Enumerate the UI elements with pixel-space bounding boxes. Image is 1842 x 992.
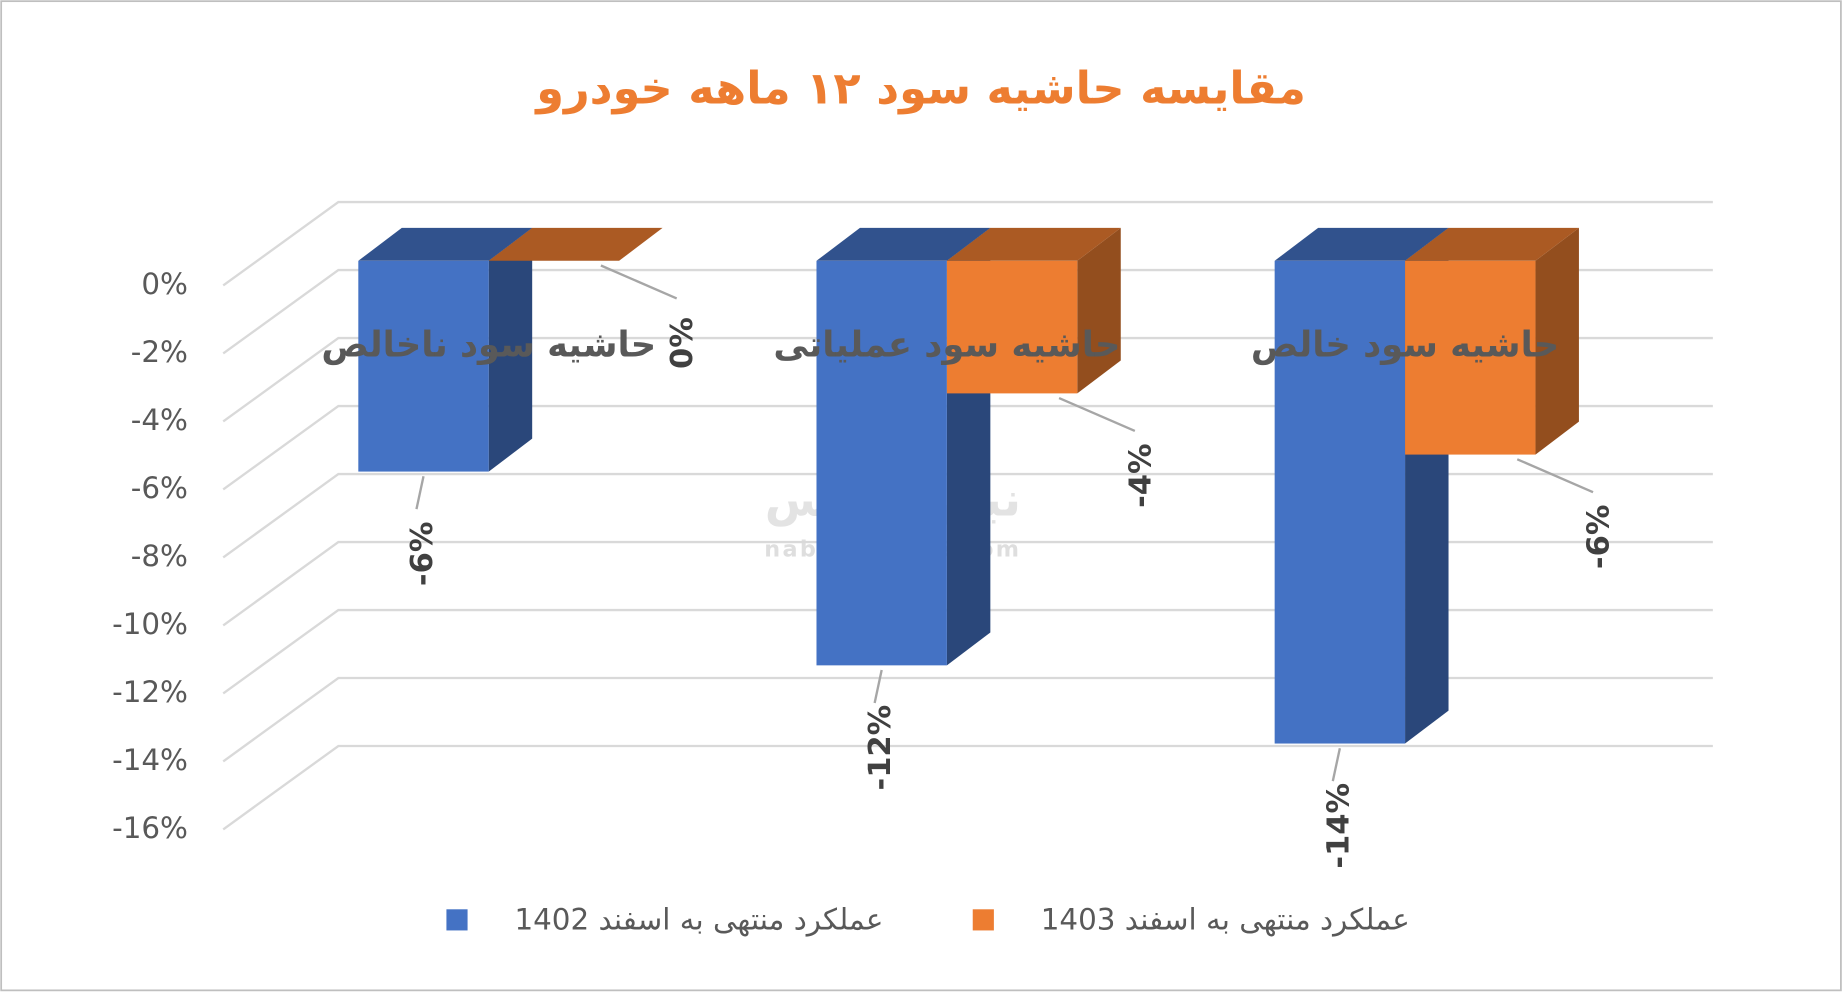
bar-top [358, 227, 533, 261]
y-tick-label: -2% [131, 335, 188, 369]
grid-line [222, 472, 1713, 559]
bar-top [946, 227, 1121, 261]
leader-line [600, 264, 678, 300]
grid-line [222, 676, 1713, 763]
x-tick-label: حاشیه سود ناخالص [321, 325, 656, 366]
legend-label: عملکرد منتهی به اسفند 1403 [1041, 903, 1410, 937]
y-tick-label: -16% [112, 811, 188, 845]
bar-front [1274, 260, 1406, 744]
bar-side [488, 227, 533, 472]
grid-line [222, 200, 1713, 287]
legend-label: عملکرد منتهی به اسفند 1402 [514, 903, 883, 937]
bar [1405, 227, 1579, 455]
chart-title: مقایسه حاشیه سود ۱۲ ماهه خودرو [534, 63, 1306, 115]
leader-line [415, 476, 425, 510]
grid-line [222, 540, 1713, 627]
y-tick-label: -4% [131, 403, 188, 437]
data-label: -4% [1123, 443, 1158, 508]
bar-side [1077, 227, 1121, 394]
y-tick-label: -8% [131, 539, 188, 573]
bar-top [1405, 227, 1579, 261]
bar-front [816, 260, 947, 666]
bar-front [1405, 260, 1536, 455]
grid-line [222, 744, 1713, 831]
bars [358, 227, 1579, 744]
bar-top [1274, 227, 1449, 261]
x-tick-label: حاشیه سود عملیاتی [773, 325, 1120, 366]
grid-line [222, 268, 1713, 355]
data-label: -6% [405, 522, 440, 587]
bar-top [816, 227, 991, 261]
y-tick-label: -10% [112, 607, 188, 641]
x-tick-label: حاشیه سود خالص [1251, 325, 1559, 366]
y-tick-label: -14% [112, 743, 188, 777]
y-tick-label: -6% [131, 471, 188, 505]
grid-line [222, 404, 1713, 491]
grid-line [222, 336, 1713, 423]
leader-line [873, 669, 883, 704]
data-label: -6% [1582, 505, 1617, 570]
bar-front [946, 260, 1078, 394]
bar [358, 227, 533, 472]
data-label: 0% [665, 317, 700, 369]
legend-swatch [446, 909, 468, 931]
bar-side [1535, 227, 1579, 455]
legend-swatch [972, 909, 994, 931]
bar-front [358, 260, 489, 472]
data-label: -14% [1321, 783, 1356, 869]
leader-line [1058, 397, 1136, 433]
leader-line [1331, 747, 1342, 782]
bar [488, 227, 663, 261]
bar [946, 227, 1121, 394]
bar-top [488, 227, 663, 261]
y-tick-label: -12% [112, 675, 188, 709]
grid-line [222, 608, 1713, 695]
data-label: -12% [863, 705, 898, 791]
y-tick-label: 0% [141, 267, 188, 301]
leader-line [1516, 458, 1594, 494]
